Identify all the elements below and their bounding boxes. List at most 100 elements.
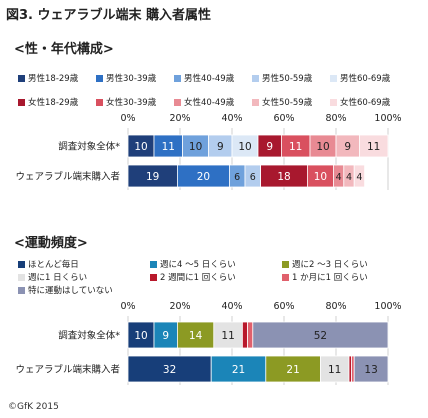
x-tick-label: 80% — [325, 113, 346, 124]
bar-segment — [343, 164, 355, 188]
x-tick-label: 60% — [273, 113, 294, 124]
legend-label: 特に運動はしていない — [28, 286, 113, 296]
legend-item: 女性18-29歳 — [18, 96, 78, 108]
figure-title: 図3. ウェアラブル端末 購入者属性 — [6, 8, 212, 23]
legend-item: 女性50-59歳 — [252, 96, 312, 108]
bar-segment — [176, 321, 215, 349]
legend-label: 男性40-49歳 — [184, 74, 235, 84]
legend-swatch — [252, 74, 259, 82]
legend-swatch — [282, 260, 289, 268]
x-tick-label: 0% — [120, 113, 135, 124]
x-tick-label: 80% — [325, 301, 346, 312]
bar-segment — [260, 164, 308, 188]
bar-segment — [353, 164, 366, 188]
x-tick-label: 40% — [221, 113, 242, 124]
legend-label: 女性18-29歳 — [28, 98, 79, 108]
bar-segment — [228, 164, 246, 188]
legend-label: 女性50-59歳 — [262, 98, 313, 108]
legend-item: 1 か月に1 回くらい — [282, 271, 368, 283]
legend-swatch — [150, 273, 157, 281]
bar-segment — [309, 134, 337, 158]
legend-swatch — [18, 286, 25, 294]
data-label: 6 — [250, 172, 256, 183]
data-label: 10 — [189, 141, 202, 153]
legend-label: 女性40-49歳 — [184, 98, 235, 108]
bar-segment — [247, 321, 254, 349]
data-label: 21 — [286, 364, 299, 376]
legend-label: ほとんど毎日 — [28, 260, 79, 270]
data-label: 10 — [134, 330, 147, 342]
copyright-text: ©GfK 2015 — [8, 402, 59, 412]
chart-plot-0: 0% 20% 40% 60% 80% 100% 調査対象全体* 10 11 10 9 10 9 11 10 9… — [15, 113, 402, 190]
data-label: 13 — [364, 364, 377, 376]
data-label: 11 — [289, 141, 302, 153]
bar-segment — [241, 321, 248, 349]
bar-segment — [252, 321, 389, 349]
bar-segment — [127, 164, 178, 188]
data-label: 9 — [344, 141, 351, 153]
legend-item: 男性30-39歳 — [96, 72, 156, 84]
bar-segment — [213, 321, 243, 349]
legend-item: 特に運動はしていない — [18, 284, 113, 296]
legend-swatch — [282, 273, 289, 281]
legend-item: 女性40-49歳 — [174, 96, 234, 108]
data-label: 52 — [314, 330, 327, 342]
legend-swatch — [174, 74, 181, 82]
legend-swatch — [18, 273, 25, 281]
bar-segment — [358, 134, 389, 158]
bar-segment — [127, 321, 155, 349]
data-label: 10 — [238, 141, 251, 153]
legend-label: 男性50-59歳 — [262, 74, 313, 84]
data-label: 19 — [146, 171, 159, 183]
legend-item: 週に2 ～3 日くらい — [282, 258, 368, 270]
legend-item: 女性30-39歳 — [96, 96, 156, 108]
bar-segment — [348, 355, 352, 383]
legend-swatch — [18, 260, 25, 268]
x-tick-label: 20% — [169, 113, 190, 124]
data-label: 20 — [197, 171, 210, 183]
bar-segment — [244, 164, 262, 188]
chart-title-gender-age: <性・年代構成> — [14, 42, 114, 57]
data-label: 11 — [162, 141, 175, 153]
bar-segment — [182, 134, 210, 158]
x-tick-label: 100% — [374, 301, 401, 312]
legend-item: 2 週間に1 回くらい — [150, 271, 236, 283]
bar-segment — [332, 164, 345, 188]
legend-swatch — [18, 98, 25, 106]
data-label: 10 — [316, 141, 329, 153]
legend-swatch — [174, 98, 181, 106]
legend-swatch — [330, 98, 337, 106]
data-label: 32 — [163, 364, 176, 376]
legend-label: 週に4 ～5 日くらい — [160, 260, 236, 270]
bar-segment — [210, 355, 267, 383]
x-tick-label: 100% — [374, 113, 401, 124]
data-label: 4 — [336, 172, 342, 183]
legend-label: 週に2 ～3 日くらい — [292, 260, 368, 270]
category-label: ウェアラブル端末購入者 — [15, 171, 120, 183]
legend-item: 男性40-49歳 — [174, 72, 234, 84]
legend-item: 週に1 日くらい — [18, 271, 87, 283]
legend-item: 男性50-59歳 — [252, 72, 312, 84]
data-label: 14 — [189, 330, 203, 342]
bar-segment — [319, 355, 350, 383]
bar-segment — [335, 134, 360, 158]
data-label: 9 — [266, 141, 273, 153]
legend-label: 1 か月に1 回くらい — [292, 273, 368, 283]
x-tick-label: 60% — [273, 301, 294, 312]
x-tick-label: 0% — [120, 301, 135, 312]
data-label: 4 — [356, 172, 362, 183]
bar-segment — [127, 134, 155, 158]
chart-title-exercise-frequency: <運動頻度> — [14, 236, 88, 251]
legend-item: ほとんど毎日 — [18, 258, 79, 270]
legend-swatch — [18, 74, 25, 82]
data-label: 6 — [234, 172, 240, 183]
bar-segment — [351, 355, 355, 383]
bar-segment — [257, 134, 282, 158]
legend-swatch — [150, 260, 157, 268]
legend-swatch — [96, 74, 103, 82]
legend-item: 男性18-29歳 — [18, 72, 78, 84]
bar-segment — [280, 134, 311, 158]
bar-segment — [127, 355, 212, 383]
legend-item: 週に4 ～5 日くらい — [150, 258, 236, 270]
